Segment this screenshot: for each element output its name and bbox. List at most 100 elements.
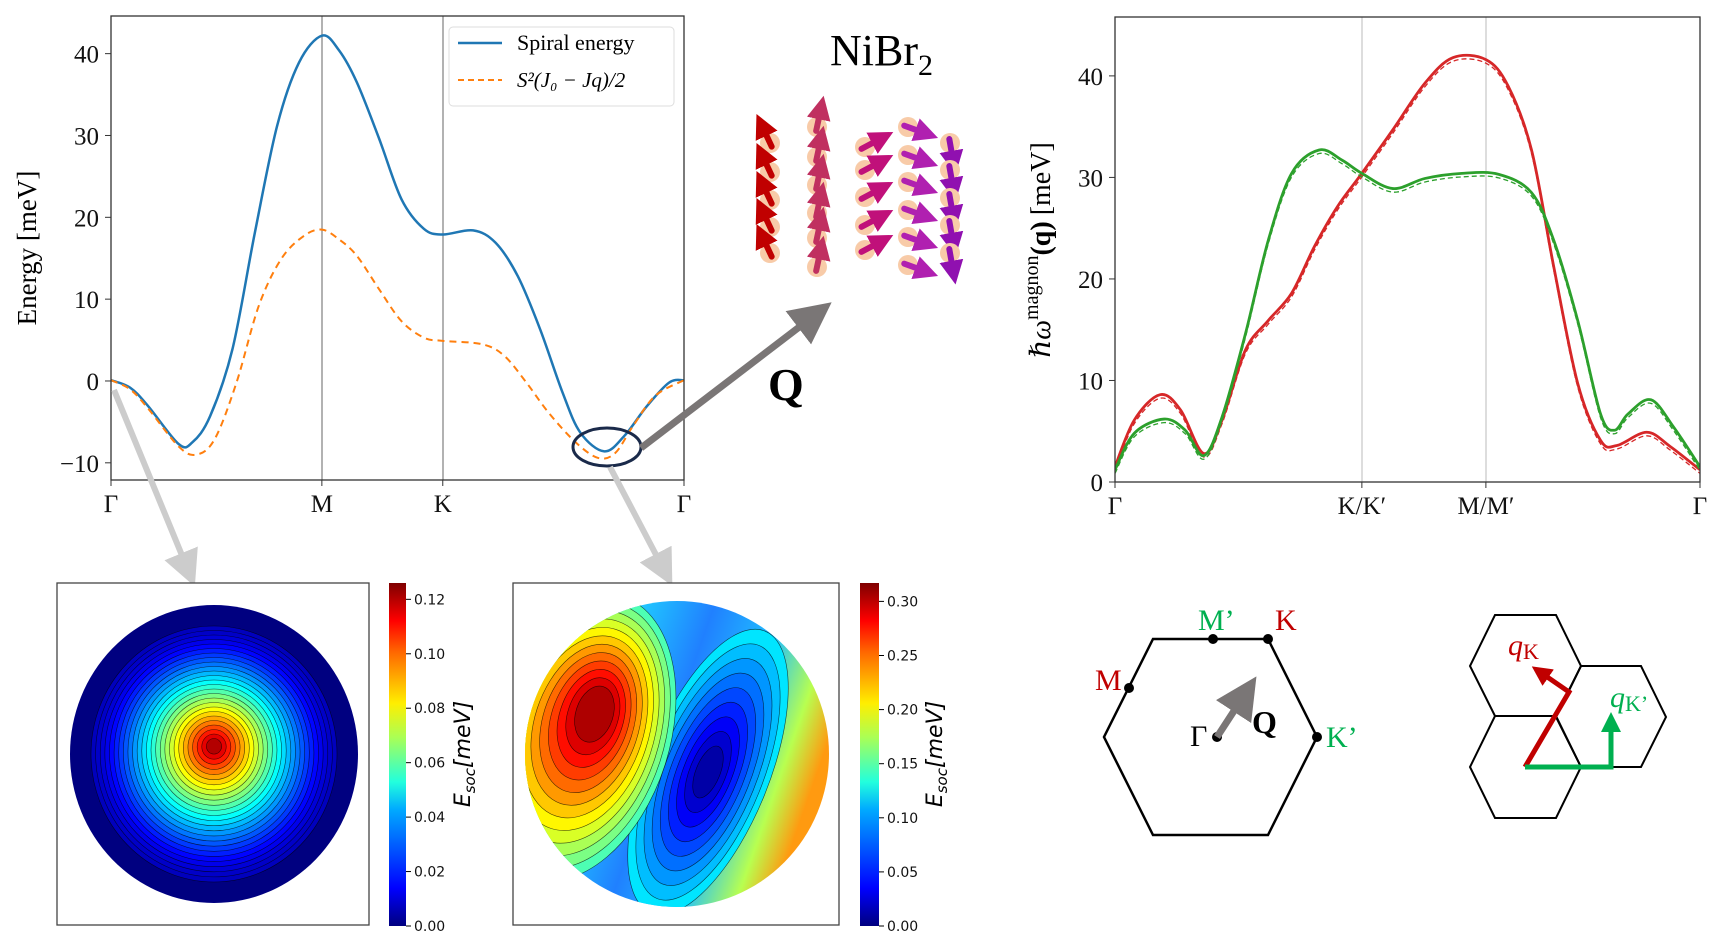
spin-arrow-icon xyxy=(939,191,964,230)
spin-arrow-icon xyxy=(939,163,964,202)
colorbar-tick-label: 0.05 xyxy=(887,865,918,881)
y-tick-label: 10 xyxy=(74,287,99,314)
q-arrow xyxy=(1214,676,1257,739)
colorbar xyxy=(860,583,879,926)
spin-arrow-icon xyxy=(939,136,964,175)
esoc-contour-gamma: 0.00 0.02 0.04 0.06 0.08 0.10 0.12 Esoc[meV] xyxy=(56,582,479,935)
svg-text:M’: M’ xyxy=(1198,604,1235,637)
arrow-minimum-to-inset xyxy=(607,465,673,586)
spin-arrow-icon xyxy=(901,118,939,142)
contour-level-max xyxy=(574,685,615,743)
legend-label-spiral: Spiral energy xyxy=(517,30,635,55)
spin-arrow-icon xyxy=(901,146,939,170)
point-m-prime xyxy=(1208,634,1218,644)
colorbar-tick-label: 0.10 xyxy=(887,811,918,827)
q-k-arrow xyxy=(1522,666,1573,769)
x-tick-label: Γ xyxy=(104,491,118,518)
y-tick-label: 40 xyxy=(74,42,99,69)
legend-label-quadratic: S²(J₀ − Jq)/2 xyxy=(517,68,626,92)
spin-arrow-icon xyxy=(858,209,894,232)
spiral-energy-plot: −10 0 10 20 30 40 Γ M K Γ Energy [meV] Spiral ene… xyxy=(12,15,691,518)
colorbar-tick-label: 0.02 xyxy=(414,865,445,881)
colorbar-tick-label: 0.08 xyxy=(414,701,445,717)
colorbar-tick-label: 0.15 xyxy=(887,757,918,773)
q-vectors-diagram: qK qK’ xyxy=(1468,614,1668,819)
colorbar-tick-label: 0.10 xyxy=(414,647,445,663)
y-tick-label: 0 xyxy=(87,369,100,396)
x-tick-label: K/K′ xyxy=(1338,493,1387,520)
series-dashed-line xyxy=(1115,152,1700,474)
minimum-highlight-ellipse xyxy=(571,426,643,468)
x-tick-label: Γ xyxy=(1108,493,1122,520)
colorbar-tick-label: 0.25 xyxy=(887,648,918,664)
spin-arrow-icon xyxy=(901,201,939,225)
x-tick-label: M/M′ xyxy=(1457,493,1514,520)
colorbar-tick-label: 0.04 xyxy=(414,810,445,826)
spin-arrow-icon xyxy=(858,154,894,177)
series-line-0 xyxy=(1115,53,1700,471)
x-tick-label: K xyxy=(434,491,452,518)
series-dashed-line xyxy=(1115,58,1700,474)
spin-arrow-icon xyxy=(901,173,939,197)
series-line-1 xyxy=(111,228,684,460)
colorbar-tick-label: 0.06 xyxy=(414,756,445,772)
q-vector-label: Q xyxy=(768,359,804,410)
y-tick-label: 20 xyxy=(1078,267,1103,294)
svg-text:qK: qK xyxy=(1508,629,1539,664)
svg-text:K: K xyxy=(1275,604,1297,637)
colorbar-tick-label: 0.20 xyxy=(887,703,918,719)
colorbar-label: Esoc[meV] xyxy=(923,701,951,807)
y-axis-label: Energy [meV] xyxy=(12,171,42,326)
arrow-q-to-spiral xyxy=(638,302,832,451)
y-tick-label: −10 xyxy=(60,451,99,478)
point-m xyxy=(1124,683,1134,693)
y-tick-label: 0 xyxy=(1091,470,1104,497)
colorbar-label: Esoc[meV] xyxy=(451,701,479,807)
y-tick-label: 10 xyxy=(1078,368,1103,395)
y-tick-label: 40 xyxy=(1078,64,1103,91)
x-tick-label: Γ xyxy=(1693,493,1707,520)
x-tick-label: Γ xyxy=(677,491,691,518)
esoc-contour-q: 0.00 0.05 0.10 0.15 0.20 0.25 0.30 Esoc[meV] xyxy=(512,582,951,935)
x-tick-label: M xyxy=(311,491,333,518)
svg-text:Q: Q xyxy=(1252,704,1277,740)
q-k-prime-arrow xyxy=(1525,712,1621,770)
y-tick-label: 20 xyxy=(74,205,99,232)
material-title: NiBr2 xyxy=(830,26,933,82)
spin-arrow-icon xyxy=(858,131,894,154)
spin-arrow-icon xyxy=(806,235,831,274)
spin-spiral-illustration xyxy=(755,95,964,285)
colorbar-tick-label: 0.30 xyxy=(887,594,918,610)
y-tick-label: 30 xyxy=(1078,165,1103,192)
point-k-prime xyxy=(1312,732,1322,742)
spin-arrow-icon xyxy=(939,246,964,285)
plot-frame xyxy=(110,15,685,481)
contour-level xyxy=(206,738,222,755)
colorbar-tick-label: 0.00 xyxy=(414,919,445,935)
series-line-1 xyxy=(1115,148,1700,471)
magnon-dispersion-plot: 0 10 20 30 40 Γ K/K′ M/M′ Γ ℏωmagnon(q)[meV] xyxy=(1021,16,1707,520)
contour-level-min xyxy=(692,745,724,799)
svg-text:Γ: Γ xyxy=(1190,720,1207,753)
colorbar-tick-label: 0.12 xyxy=(414,592,445,608)
y-tick-label: 30 xyxy=(74,123,99,150)
arrow-gamma-to-inset xyxy=(111,388,198,587)
spin-arrow-icon xyxy=(901,256,939,280)
svg-text:qK’: qK’ xyxy=(1610,681,1648,716)
spin-arrow-icon xyxy=(858,181,894,204)
spin-arrow-icon xyxy=(939,218,964,257)
svg-text:M: M xyxy=(1095,664,1122,697)
spin-arrow-icon xyxy=(858,234,894,257)
point-k xyxy=(1263,634,1273,644)
series-line-0 xyxy=(111,34,684,453)
spin-arrow-icon xyxy=(755,223,778,260)
colorbar xyxy=(389,583,406,926)
brillouin-zone-diagram: M’ K M K’ Γ Q xyxy=(1095,604,1358,837)
colorbar-tick-label: 0.00 xyxy=(887,919,918,935)
plot-frame xyxy=(1114,16,1701,483)
svg-text:K’: K’ xyxy=(1326,721,1358,754)
legend: Spiral energy S²(J₀ − Jq)/2 xyxy=(448,26,675,107)
spin-arrow-icon xyxy=(901,228,939,252)
y-axis-label: ℏωmagnon(q)[meV] xyxy=(1021,142,1057,358)
